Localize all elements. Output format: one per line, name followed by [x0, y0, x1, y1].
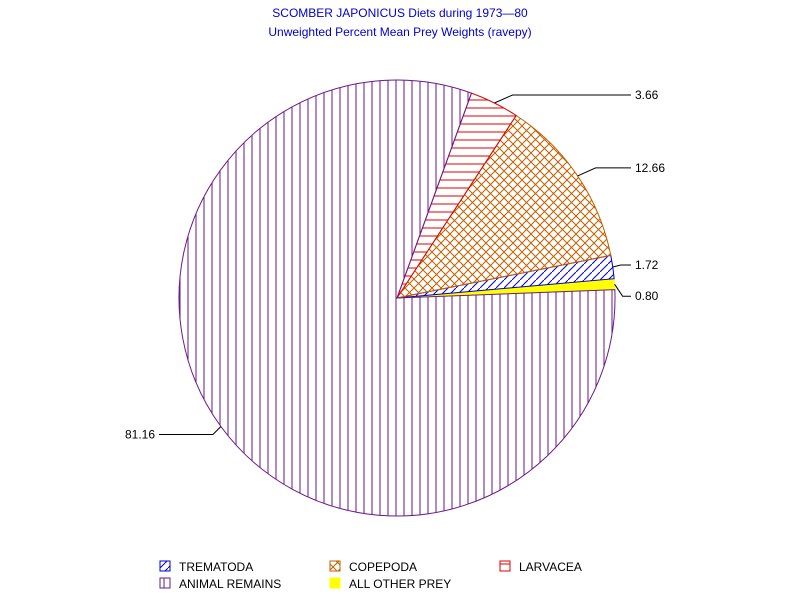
slice-copepoda [395, 114, 612, 299]
chart-title: SCOMBER JAPONICUS Diets during 1973—80 [272, 6, 528, 20]
legend-swatch-trematoda [159, 560, 171, 572]
legend-swatch-animal-remains [159, 577, 171, 589]
legend-item-copepoda: COPEPODA [329, 560, 417, 574]
slice-animal-remains [178, 79, 616, 517]
legend: TREMATODA COPEPODA LARVACEA ANIMAL REMAINS A… [159, 560, 582, 591]
legend-item-all-other-prey: ALL OTHER PREY [329, 577, 451, 591]
data-label-animal-remains: 81.16 [125, 428, 155, 442]
data-label-all-other-prey: 0.80 [635, 289, 659, 303]
legend-label-animal-remains: ANIMAL REMAINS [179, 577, 281, 591]
legend-swatch-all-other-prey [329, 577, 341, 589]
leader-line-all-other-prey [614, 283, 631, 297]
leader-line-copepoda [577, 167, 631, 177]
pie-slices [178, 79, 616, 517]
legend-item-larvacea: LARVACEA [499, 560, 582, 574]
legend-item-trematoda: TREMATODA [159, 560, 253, 574]
data-label-larvacea: 3.66 [635, 88, 659, 102]
data-label-trematoda: 1.72 [635, 258, 659, 272]
slice-labels: 0.80 1.72 12.66 3.66 81.16 [125, 88, 665, 442]
legend-label-all-other-prey: ALL OTHER PREY [349, 577, 451, 591]
legend-swatch-copepoda [329, 560, 341, 572]
data-label-copepoda: 12.66 [635, 161, 665, 175]
legend-swatch-larvacea [499, 560, 511, 572]
legend-item-animal-remains: ANIMAL REMAINS [159, 577, 281, 591]
chart-subtitle: Unweighted Percent Mean Prey Weights (ra… [268, 25, 531, 39]
leader-line-larvacea [494, 94, 631, 104]
legend-label-copepoda: COPEPODA [349, 560, 417, 574]
legend-label-larvacea: LARVACEA [519, 560, 582, 574]
leader-line-animal-remains [159, 426, 222, 435]
legend-label-trematoda: TREMATODA [179, 560, 253, 574]
leader-line-trematoda [612, 264, 631, 268]
